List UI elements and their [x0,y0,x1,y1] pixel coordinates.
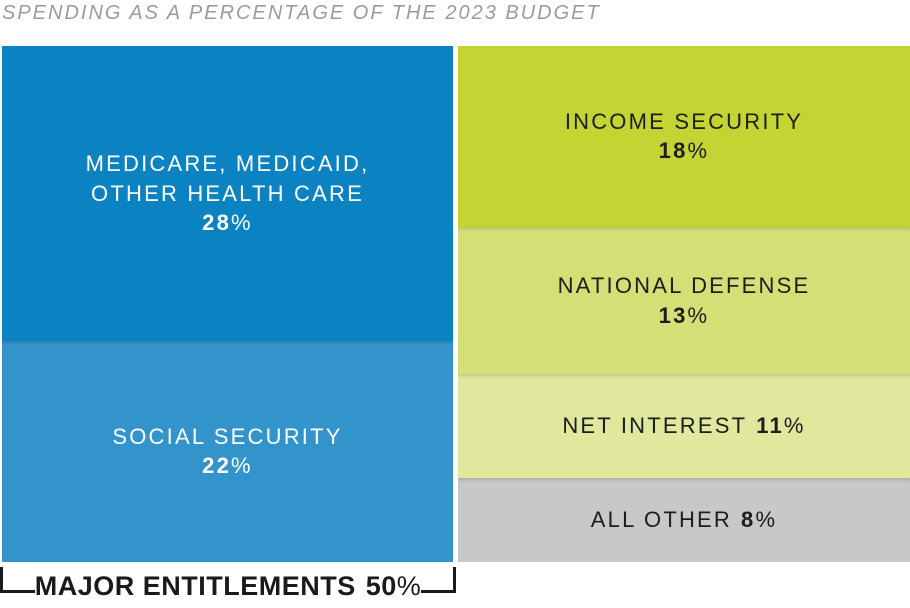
bracket-label-text: MAJOR ENTITLEMENTS [34,570,356,601]
block-label: INCOME SECURITY [564,108,804,134]
block-medicare-medicaid-other-health-care: MEDICARE, MEDICAID, OTHER HEALTH CARE 28… [2,46,453,341]
block-label: MEDICARE, MEDICAID, OTHER HEALTH CARE [86,149,370,209]
block-label: NET INTEREST 11% [562,411,805,441]
block-value-number: 8 [741,507,756,533]
block-label-line: OTHER HEALTH CARE [91,180,364,206]
bracket-left-corner [0,567,35,593]
block-value: 18% [659,136,710,166]
percent-sign: % [783,413,806,439]
block-value-number: 18 [658,138,688,164]
bracket-label: MAJOR ENTITLEMENTS 50% [34,570,422,601]
block-label-line: MEDICARE, MEDICAID, [85,150,370,176]
block-value: 22% [202,451,253,481]
block-label: SOCIAL SECURITY [112,423,343,449]
percent-sign: % [231,210,253,236]
block-income-security: INCOME SECURITY 18% [458,46,910,227]
block-label-text: ALL OTHER [590,507,733,533]
major-entitlements-bracket: MAJOR ENTITLEMENTS 50% [0,567,456,601]
block-label: ALL OTHER 8% [591,505,777,535]
bracket-value-number: 50 [365,570,397,601]
block-net-interest: NET INTEREST 11% [458,374,910,479]
block-value: 28% [202,208,253,238]
block-national-defense: NATIONAL DEFENSE 13% [458,226,910,375]
entitlements-column: MEDICARE, MEDICAID, OTHER HEALTH CARE 28… [2,46,453,562]
block-all-other: ALL OTHER 8% [458,478,910,562]
percent-sign: % [755,507,778,533]
other-spending-column: INCOME SECURITY 18% NATIONAL DEFENSE 13%… [458,46,910,562]
block-social-security: SOCIAL SECURITY 22% [2,340,453,562]
block-value-number: 28 [202,210,232,236]
bracket-right-corner [421,567,456,593]
block-label-text: NET INTEREST [562,413,748,439]
block-value-number: 13 [658,302,688,328]
block-value-number: 11 [756,413,784,439]
block-value: 13% [659,301,710,331]
chart-title: SPENDING AS A PERCENTAGE OF THE 2023 BUD… [2,2,601,24]
block-label: NATIONAL DEFENSE [557,272,811,298]
column-divider [453,46,458,562]
block-value-number: 22 [202,453,232,479]
percent-sign: % [231,453,253,479]
treemap: MEDICARE, MEDICAID, OTHER HEALTH CARE 28… [2,46,910,562]
percent-sign: % [687,302,710,328]
percent-sign: % [687,138,710,164]
percent-sign: % [396,570,422,601]
